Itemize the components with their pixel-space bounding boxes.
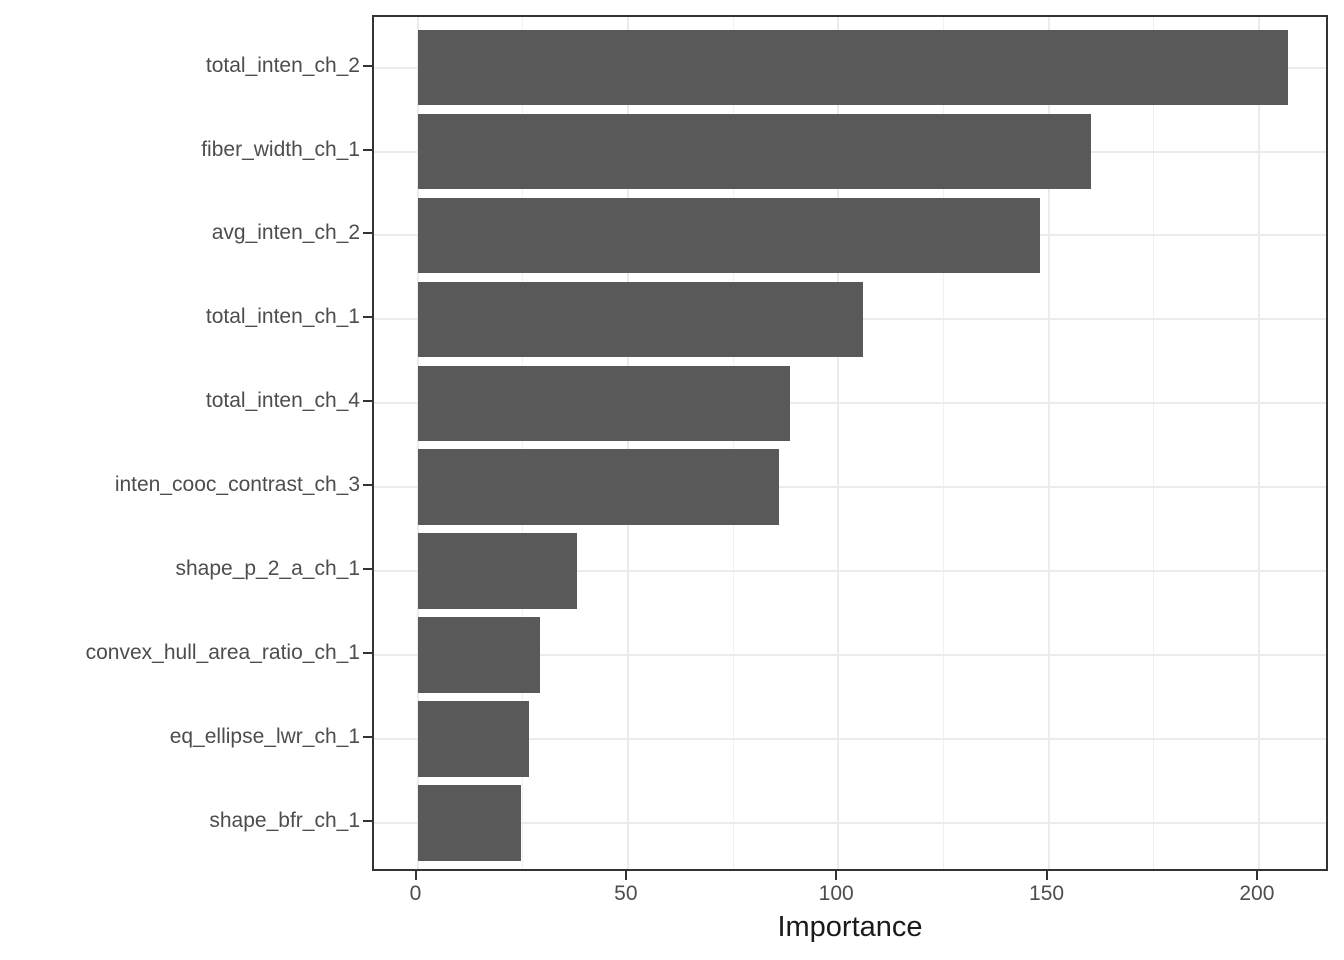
gridline-major-0 [416, 17, 419, 869]
y-tick-label-total_inten_ch_1: total_inten_ch_1 [205, 305, 360, 329]
y-tick-mark-3 [363, 316, 372, 319]
gridline-major-150 [1047, 17, 1050, 869]
y-tick-mark-2 [363, 232, 372, 235]
y-tick-label-fiber_width_ch_1: fiber_width_ch_1 [201, 137, 360, 161]
y-tick-label-shape_p_2_a_ch_1: shape_p_2_a_ch_1 [175, 557, 360, 581]
gridline-minor-75 [732, 17, 734, 869]
bar-total_inten_ch_4 [417, 365, 790, 442]
y-tick-mark-0 [363, 64, 372, 67]
gridline-row-8 [374, 737, 1326, 740]
y-tick-label-inten_cooc_contrast_ch_3: inten_cooc_contrast_ch_3 [114, 473, 360, 497]
y-tick-label-convex_hull_area_ratio_ch_1: convex_hull_area_ratio_ch_1 [85, 641, 360, 665]
bar-convex_hull_area_ratio_ch_1 [417, 617, 540, 693]
bar-shape_p_2_a_ch_1 [417, 533, 578, 609]
bar-fiber_width_ch_1 [417, 113, 1091, 190]
y-tick-mark-7 [363, 652, 372, 655]
gridline-major-50 [626, 17, 629, 869]
x-tick-label-0: 0 [409, 882, 422, 905]
bar-total_inten_ch_2 [417, 29, 1289, 106]
y-tick-label-shape_bfr_ch_1: shape_bfr_ch_1 [209, 808, 360, 832]
gridline-major-100 [837, 17, 840, 869]
bar-total_inten_ch_1 [417, 281, 864, 358]
x-tick-label-50: 50 [614, 882, 638, 905]
bar-eq_ellipse_lwr_ch_1 [417, 701, 529, 777]
y-tick-mark-8 [363, 735, 372, 738]
x-tick-mark-100 [835, 871, 838, 880]
bar-inten_cooc_contrast_ch_3 [417, 449, 780, 525]
x-tick-mark-0 [414, 871, 417, 880]
y-tick-label-total_inten_ch_2: total_inten_ch_2 [205, 53, 360, 77]
y-tick-label-total_inten_ch_4: total_inten_ch_4 [205, 389, 360, 413]
x-axis-title: Importance [777, 911, 923, 943]
x-tick-mark-50 [624, 871, 627, 880]
gridline-minor-175 [1153, 17, 1155, 869]
y-tick-mark-9 [363, 819, 372, 822]
y-tick-mark-6 [363, 568, 372, 571]
gridline-row-7 [374, 654, 1326, 657]
y-tick-mark-1 [363, 148, 372, 151]
y-tick-mark-4 [363, 400, 372, 403]
x-tick-mark-200 [1255, 871, 1258, 880]
y-tick-mark-5 [363, 484, 372, 487]
gridline-row-6 [374, 570, 1326, 573]
x-tick-mark-150 [1045, 871, 1048, 880]
x-tick-label-200: 200 [1239, 882, 1275, 905]
gridline-major-200 [1257, 17, 1260, 869]
bar-avg_inten_ch_2 [417, 197, 1041, 274]
gridline-minor-125 [942, 17, 944, 869]
gridline-minor-25 [522, 17, 524, 869]
gridline-row-4 [374, 402, 1326, 405]
gridline-row-5 [374, 486, 1326, 489]
x-tick-label-100: 100 [818, 882, 854, 905]
gridline-row-9 [374, 821, 1326, 824]
y-tick-label-avg_inten_ch_2: avg_inten_ch_2 [211, 221, 360, 245]
plot-panel [372, 15, 1328, 871]
x-tick-label-150: 150 [1029, 882, 1065, 905]
bar-shape_bfr_ch_1 [417, 785, 521, 861]
y-tick-label-eq_ellipse_lwr_ch_1: eq_ellipse_lwr_ch_1 [169, 724, 360, 748]
